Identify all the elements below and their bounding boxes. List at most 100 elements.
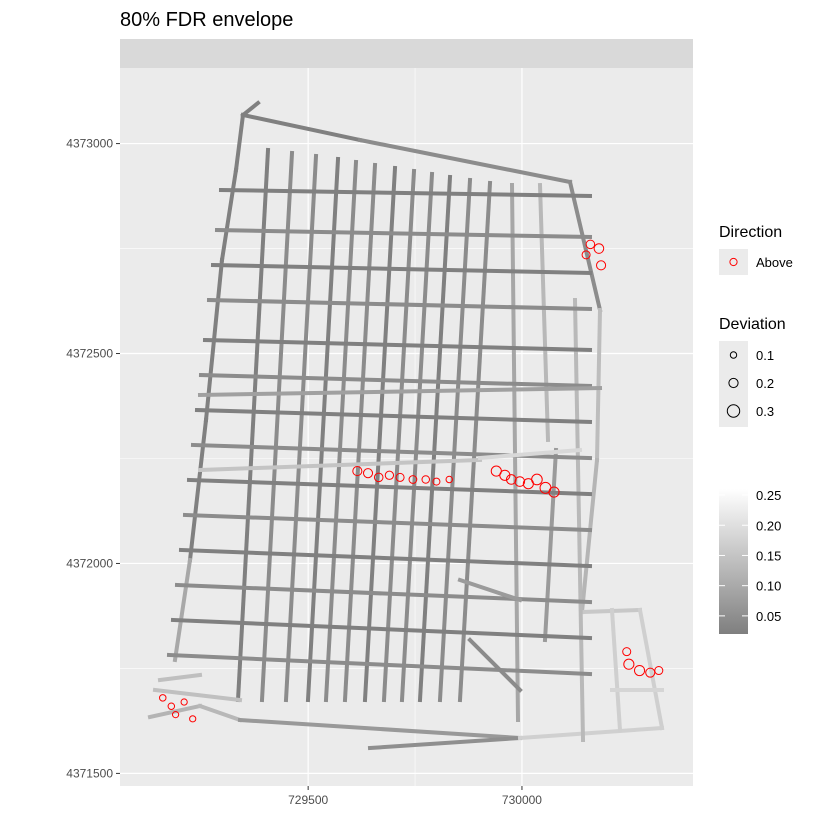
data-point xyxy=(654,666,664,676)
legend-direction-symbol xyxy=(729,257,738,267)
data-point xyxy=(180,698,188,706)
street-segment xyxy=(437,177,473,703)
data-point xyxy=(362,468,374,479)
street-segment xyxy=(187,417,209,563)
street-segment xyxy=(367,735,523,751)
street-segment xyxy=(206,297,593,312)
axes: 729500 730000 4371500 4372000 4372500 4373000 xyxy=(66,137,542,807)
street-segment xyxy=(579,457,600,615)
colorbar-tick-label: 0.15 xyxy=(756,548,781,563)
street-segment xyxy=(235,147,271,703)
legend-deviation-title: Deviation xyxy=(719,316,786,333)
street-segment xyxy=(283,153,319,703)
data-point xyxy=(581,250,591,260)
street-segment xyxy=(186,477,593,497)
street-segment xyxy=(457,577,523,603)
street-segment xyxy=(219,167,239,263)
grid-lines xyxy=(120,68,693,786)
data-point xyxy=(585,239,596,250)
street-segment xyxy=(178,547,593,569)
street-segment xyxy=(594,307,603,463)
street-segment xyxy=(417,174,453,703)
street-segment xyxy=(537,182,551,443)
y-tick-label: 4373000 xyxy=(66,137,113,151)
data-point xyxy=(395,472,405,482)
street-segment xyxy=(157,672,203,683)
data-point xyxy=(171,711,180,719)
street-segment xyxy=(233,112,246,173)
street-segment xyxy=(202,337,593,353)
data-point xyxy=(384,470,395,480)
legend-deviation-symbol-3 xyxy=(726,404,741,418)
street-segment xyxy=(197,457,483,473)
street-segment xyxy=(240,100,261,118)
street-segment xyxy=(198,372,593,389)
street-segment xyxy=(477,447,583,461)
street-segment xyxy=(637,607,665,731)
street-segment xyxy=(197,703,243,723)
street-segment xyxy=(323,159,359,703)
y-tick-label: 4371500 xyxy=(66,766,113,780)
data-point xyxy=(167,702,176,710)
colorbar-ticks: 0.25 0.20 0.15 0.10 0.05 xyxy=(719,488,781,624)
x-tick-label: 729500 xyxy=(288,793,328,807)
colorbar-tick-label: 0.10 xyxy=(756,579,781,594)
legend-deviation-symbol-1 xyxy=(729,351,738,359)
data-point xyxy=(596,260,607,271)
street-network xyxy=(147,100,665,751)
street-segment xyxy=(240,112,363,143)
street-segment xyxy=(399,171,435,703)
y-tick-label: 4372500 xyxy=(66,347,113,361)
data-point xyxy=(645,667,656,678)
data-point xyxy=(633,664,646,677)
data-point xyxy=(514,476,526,487)
data-point xyxy=(159,694,167,702)
data-point xyxy=(548,486,560,498)
legend-direction-key xyxy=(719,249,748,275)
data-point xyxy=(505,474,517,485)
street-segment xyxy=(172,557,193,663)
data-point xyxy=(373,472,384,483)
legend-deviation-key xyxy=(719,341,748,427)
street-segment xyxy=(509,182,521,723)
street-segment xyxy=(194,407,593,425)
street-segment xyxy=(214,227,593,240)
data-point xyxy=(352,466,363,477)
data-point xyxy=(622,647,632,657)
street-segment xyxy=(237,717,523,741)
data-point xyxy=(623,658,635,670)
colorbar-tick-label: 0.20 xyxy=(756,518,781,533)
street-segment xyxy=(218,187,593,199)
data-point xyxy=(421,475,431,484)
legend-deviation-symbol-2 xyxy=(728,377,739,389)
street-segment xyxy=(166,652,593,677)
data-points xyxy=(159,239,664,723)
x-tick-label: 730000 xyxy=(502,793,542,807)
street-segment xyxy=(259,150,295,703)
street-segment xyxy=(357,137,573,185)
street-segment xyxy=(517,725,665,741)
street-segment xyxy=(305,156,341,703)
data-point xyxy=(189,715,197,723)
street-segment xyxy=(182,512,593,533)
street-segment xyxy=(609,607,623,733)
street-segment xyxy=(342,162,378,703)
street-segment xyxy=(567,179,603,313)
street-segment xyxy=(542,447,559,643)
legend-deviation-label-3: 0.3 xyxy=(756,404,774,419)
street-segment xyxy=(362,165,398,703)
data-point xyxy=(593,243,605,254)
street-segment xyxy=(170,617,593,641)
street-segment xyxy=(152,687,243,703)
street-segment xyxy=(381,168,417,703)
legend-deviation-label-1: 0.1 xyxy=(756,348,774,363)
legend-direction-label: Above xyxy=(756,255,793,270)
y-tick-label: 4372000 xyxy=(66,556,113,570)
chart-title: 80% FDR envelope xyxy=(120,9,293,31)
data-point xyxy=(531,473,543,486)
colorbar xyxy=(719,489,748,634)
colorbar-tick-label: 0.05 xyxy=(756,609,781,624)
legend-direction-title: Direction xyxy=(719,224,782,241)
data-point xyxy=(445,475,454,484)
